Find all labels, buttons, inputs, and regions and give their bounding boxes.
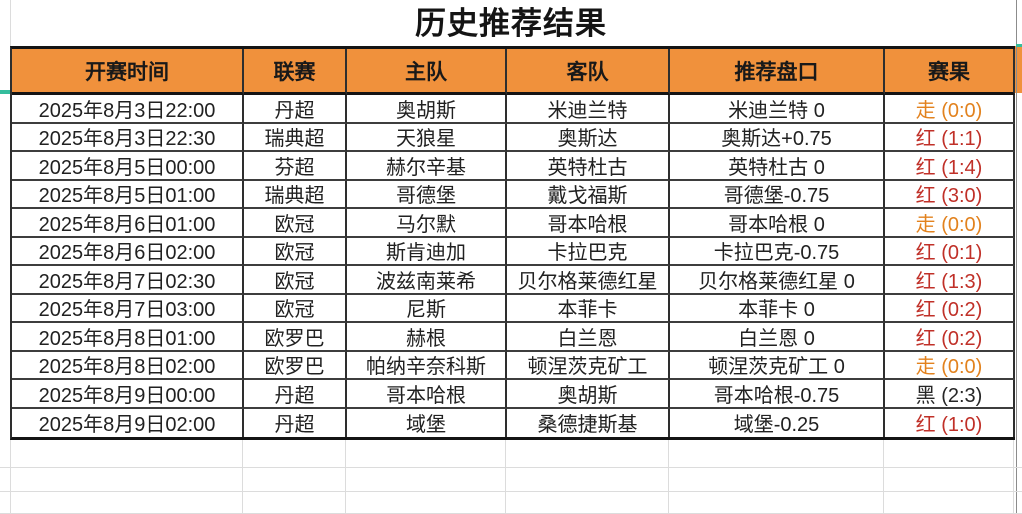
cell-away-team[interactable]: 卡拉巴克: [507, 237, 670, 266]
cell-league[interactable]: 欧冠: [244, 294, 347, 323]
cell-away-team[interactable]: 顿涅茨克矿工: [507, 351, 670, 380]
header-fill-sliver: [1013, 46, 1022, 93]
cell-handicap[interactable]: 卡拉巴克-0.75: [670, 237, 885, 266]
cell-start-time[interactable]: 2025年8月3日22:30: [12, 123, 244, 152]
cell-start-time[interactable]: 2025年8月3日22:00: [12, 95, 244, 124]
cell-league[interactable]: 欧冠: [244, 209, 347, 238]
cell-home-team[interactable]: 马尔默: [347, 209, 507, 238]
cell-away-team[interactable]: 奥胡斯: [507, 380, 670, 409]
cell-home-team[interactable]: 帕纳辛奈科斯: [347, 351, 507, 380]
cell-handicap[interactable]: 顿涅茨克矿工 0: [670, 351, 885, 380]
results-table: 开赛时间 联赛 主队 客队 推荐盘口 赛果 2025年8月3日22:00 丹超 奥胡斯 米迪兰特米…: [10, 46, 1015, 440]
cell-handicap[interactable]: 米迪兰特 0: [670, 95, 885, 124]
cell-handicap[interactable]: 哥德堡-0.75: [670, 180, 885, 209]
cell-handicap[interactable]: 奥斯达+0.75: [670, 123, 885, 152]
sheet-gridline: [0, 467, 1022, 468]
cell-league[interactable]: 欧罗巴: [244, 323, 347, 352]
cell-league[interactable]: 芬超: [244, 152, 347, 181]
cell-league[interactable]: 丹超: [244, 95, 347, 124]
cell-start-time[interactable]: 2025年8月5日01:00: [12, 180, 244, 209]
sheet-gridline: [1016, 0, 1017, 514]
sheet-gridline: [242, 440, 243, 514]
cell-home-team[interactable]: 天狼星: [347, 123, 507, 152]
cell-result[interactable]: 走 (0:0): [885, 209, 1015, 238]
cell-result[interactable]: 红 (1:0): [885, 408, 1015, 437]
cell-home-team[interactable]: 哥本哈根: [347, 380, 507, 409]
header-away-team[interactable]: 客队: [507, 49, 670, 95]
cell-start-time[interactable]: 2025年8月8日01:00: [12, 323, 244, 352]
cell-start-time[interactable]: 2025年8月7日03:00: [12, 294, 244, 323]
cell-handicap[interactable]: 英特杜古 0: [670, 152, 885, 181]
cell-away-team[interactable]: 哥本哈根: [507, 209, 670, 238]
header-home-team[interactable]: 主队: [347, 49, 507, 95]
sheet-gridline: [345, 440, 346, 514]
cell-handicap[interactable]: 贝尔格莱德红星 0: [670, 266, 885, 295]
cell-away-team[interactable]: 英特杜古: [507, 152, 670, 181]
cell-start-time[interactable]: 2025年8月5日00:00: [12, 152, 244, 181]
cell-league[interactable]: 丹超: [244, 408, 347, 437]
page-title: 历史推荐结果: [415, 6, 607, 41]
cell-league[interactable]: 欧罗巴: [244, 351, 347, 380]
cell-league[interactable]: 欧冠: [244, 237, 347, 266]
cell-result[interactable]: 红 (1:1): [885, 123, 1015, 152]
cell-away-team[interactable]: 米迪兰特: [507, 95, 670, 124]
cell-start-time[interactable]: 2025年8月6日01:00: [12, 209, 244, 238]
cell-start-time[interactable]: 2025年8月9日00:00: [12, 380, 244, 409]
sheet-gridline: [668, 440, 669, 514]
cell-away-team[interactable]: 贝尔格莱德红星: [507, 266, 670, 295]
cell-result[interactable]: 红 (0:2): [885, 294, 1015, 323]
cell-home-team[interactable]: 哥德堡: [347, 180, 507, 209]
cell-result[interactable]: 走 (0:0): [885, 95, 1015, 124]
cell-handicap[interactable]: 本菲卡 0: [670, 294, 885, 323]
cell-start-time[interactable]: 2025年8月7日02:30: [12, 266, 244, 295]
cell-result[interactable]: 红 (1:4): [885, 152, 1015, 181]
cell-league[interactable]: 瑞典超: [244, 123, 347, 152]
selection-marker: [1016, 44, 1022, 47]
cell-start-time[interactable]: 2025年8月9日02:00: [12, 408, 244, 437]
header-handicap[interactable]: 推荐盘口: [670, 49, 885, 95]
cell-home-team[interactable]: 赫尔辛基: [347, 152, 507, 181]
cell-handicap[interactable]: 哥本哈根-0.75: [670, 380, 885, 409]
selection-marker: [0, 90, 10, 94]
sheet-gridline: [505, 440, 506, 514]
header-league[interactable]: 联赛: [244, 49, 347, 95]
cell-home-team[interactable]: 波兹南莱希: [347, 266, 507, 295]
cell-home-team[interactable]: 赫根: [347, 323, 507, 352]
cell-league[interactable]: 丹超: [244, 380, 347, 409]
cell-away-team[interactable]: 白兰恩: [507, 323, 670, 352]
cell-result[interactable]: 红 (0:1): [885, 237, 1015, 266]
header-result[interactable]: 赛果: [885, 49, 1015, 95]
sheet-gridline: [0, 491, 1022, 492]
cell-handicap[interactable]: 白兰恩 0: [670, 323, 885, 352]
sheet-gridline: [10, 440, 11, 514]
cell-result[interactable]: 红 (0:2): [885, 323, 1015, 352]
cell-start-time[interactable]: 2025年8月6日02:00: [12, 237, 244, 266]
cell-away-team[interactable]: 桑德捷斯基: [507, 408, 670, 437]
sheet-gridline: [883, 440, 884, 514]
cell-home-team[interactable]: 斯肯迪加: [347, 237, 507, 266]
cell-home-team[interactable]: 域堡: [347, 408, 507, 437]
cell-away-team[interactable]: 奥斯达: [507, 123, 670, 152]
cell-handicap[interactable]: 哥本哈根 0: [670, 209, 885, 238]
sheet-gridline: [1013, 440, 1014, 514]
cell-result[interactable]: 黑 (2:3): [885, 380, 1015, 409]
cell-home-team[interactable]: 尼斯: [347, 294, 507, 323]
cell-start-time[interactable]: 2025年8月8日02:00: [12, 351, 244, 380]
cell-league[interactable]: 瑞典超: [244, 180, 347, 209]
cell-away-team[interactable]: 本菲卡: [507, 294, 670, 323]
cell-away-team[interactable]: 戴戈福斯: [507, 180, 670, 209]
cell-handicap[interactable]: 域堡-0.25: [670, 408, 885, 437]
sheet-gridline: [10, 0, 11, 46]
cell-result[interactable]: 红 (1:3): [885, 266, 1015, 295]
cell-result[interactable]: 红 (3:0): [885, 180, 1015, 209]
cell-home-team[interactable]: 奥胡斯: [347, 95, 507, 124]
cell-league[interactable]: 欧冠: [244, 266, 347, 295]
header-start-time[interactable]: 开赛时间: [12, 49, 244, 95]
cell-result[interactable]: 走 (0:0): [885, 351, 1015, 380]
